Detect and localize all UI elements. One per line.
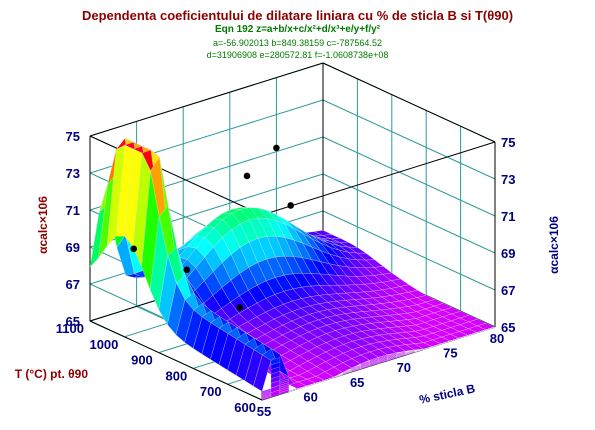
y-tick-label: 600	[234, 400, 256, 415]
x-axis-label: % sticla B	[418, 381, 477, 407]
box-edge	[261, 141, 496, 216]
x-tick-label: 55	[257, 404, 271, 419]
z-tick-label-left: 67	[66, 277, 80, 292]
z-tick-label-left: 73	[66, 166, 80, 181]
z-tick-label-right: 67	[501, 283, 515, 298]
data-points	[130, 144, 295, 311]
box-edge	[89, 320, 263, 401]
z-tick-label-left: 75	[66, 129, 80, 144]
surface-front-cell	[387, 352, 397, 357]
surface-front-cell	[485, 326, 496, 330]
z-tick-label-left: 65	[66, 314, 80, 329]
y-tick-label: 1100	[56, 321, 84, 336]
data-point	[243, 172, 251, 180]
z-tick-label-right: 75	[501, 135, 515, 150]
data-point	[130, 245, 138, 253]
x-tick-label: 75	[443, 346, 457, 361]
side-wall-gridline	[322, 99, 496, 180]
surface-front-cell	[405, 349, 415, 354]
x-tick-label: 60	[303, 389, 317, 404]
surface-front-cell	[270, 357, 281, 366]
y-tick-label: 1000	[89, 337, 118, 352]
z-tick-label-left: 71	[66, 203, 80, 218]
box-edge	[322, 62, 496, 143]
params-line-1: a=-56.902013 b=849.38159 c=-787564.52	[213, 38, 382, 48]
data-point	[273, 144, 280, 152]
surface-front-cell	[288, 388, 298, 392]
surface-front-cell	[378, 354, 388, 359]
surface-front-cell	[414, 348, 424, 353]
side-wall-gridline	[322, 210, 496, 291]
y-tick-label: 900	[131, 353, 153, 368]
z-tick-label-right: 69	[501, 246, 515, 261]
y-axis-label: T (°C) pt. θ90	[15, 367, 89, 381]
surface-mesh	[89, 137, 496, 401]
surface-front-cell	[396, 350, 406, 355]
x-tick-label: 80	[490, 331, 504, 346]
box-edge	[89, 62, 324, 137]
z-axis-label-left: αcalc×106	[36, 196, 50, 254]
data-point	[236, 304, 244, 311]
axis-labels: 65 65 67 67 69 69 71 71 73 73 75 75 55 60 65 70 75 80 600 7…	[15, 129, 561, 419]
equation-label: Eqn 192 z=a+b/x+c/x²+d/x³+e/y+f/y²	[214, 24, 381, 35]
y-tick-label: 800	[165, 368, 187, 383]
x-tick-label: 65	[350, 375, 364, 390]
chart-title: Dependenta coeficientului de dilatare li…	[81, 8, 514, 23]
params-line-2: d=31906908 e=280572.81 f=-1.0608738e+08	[206, 50, 389, 60]
x-tick-label: 70	[397, 360, 411, 375]
z-tick-label-right: 71	[501, 209, 515, 224]
surface-front-cell	[279, 376, 290, 382]
data-point	[183, 266, 191, 274]
z-tick-label-left: 69	[66, 240, 80, 255]
z-tick-label-right: 65	[501, 320, 515, 335]
z-axis-label-right: αcalc×106	[547, 216, 561, 274]
side-wall-gridline	[322, 136, 496, 217]
z-tick-label-right: 73	[501, 172, 515, 187]
side-wall-gridline	[322, 173, 496, 254]
y-tick-label: 700	[200, 384, 222, 399]
data-point	[287, 202, 295, 209]
